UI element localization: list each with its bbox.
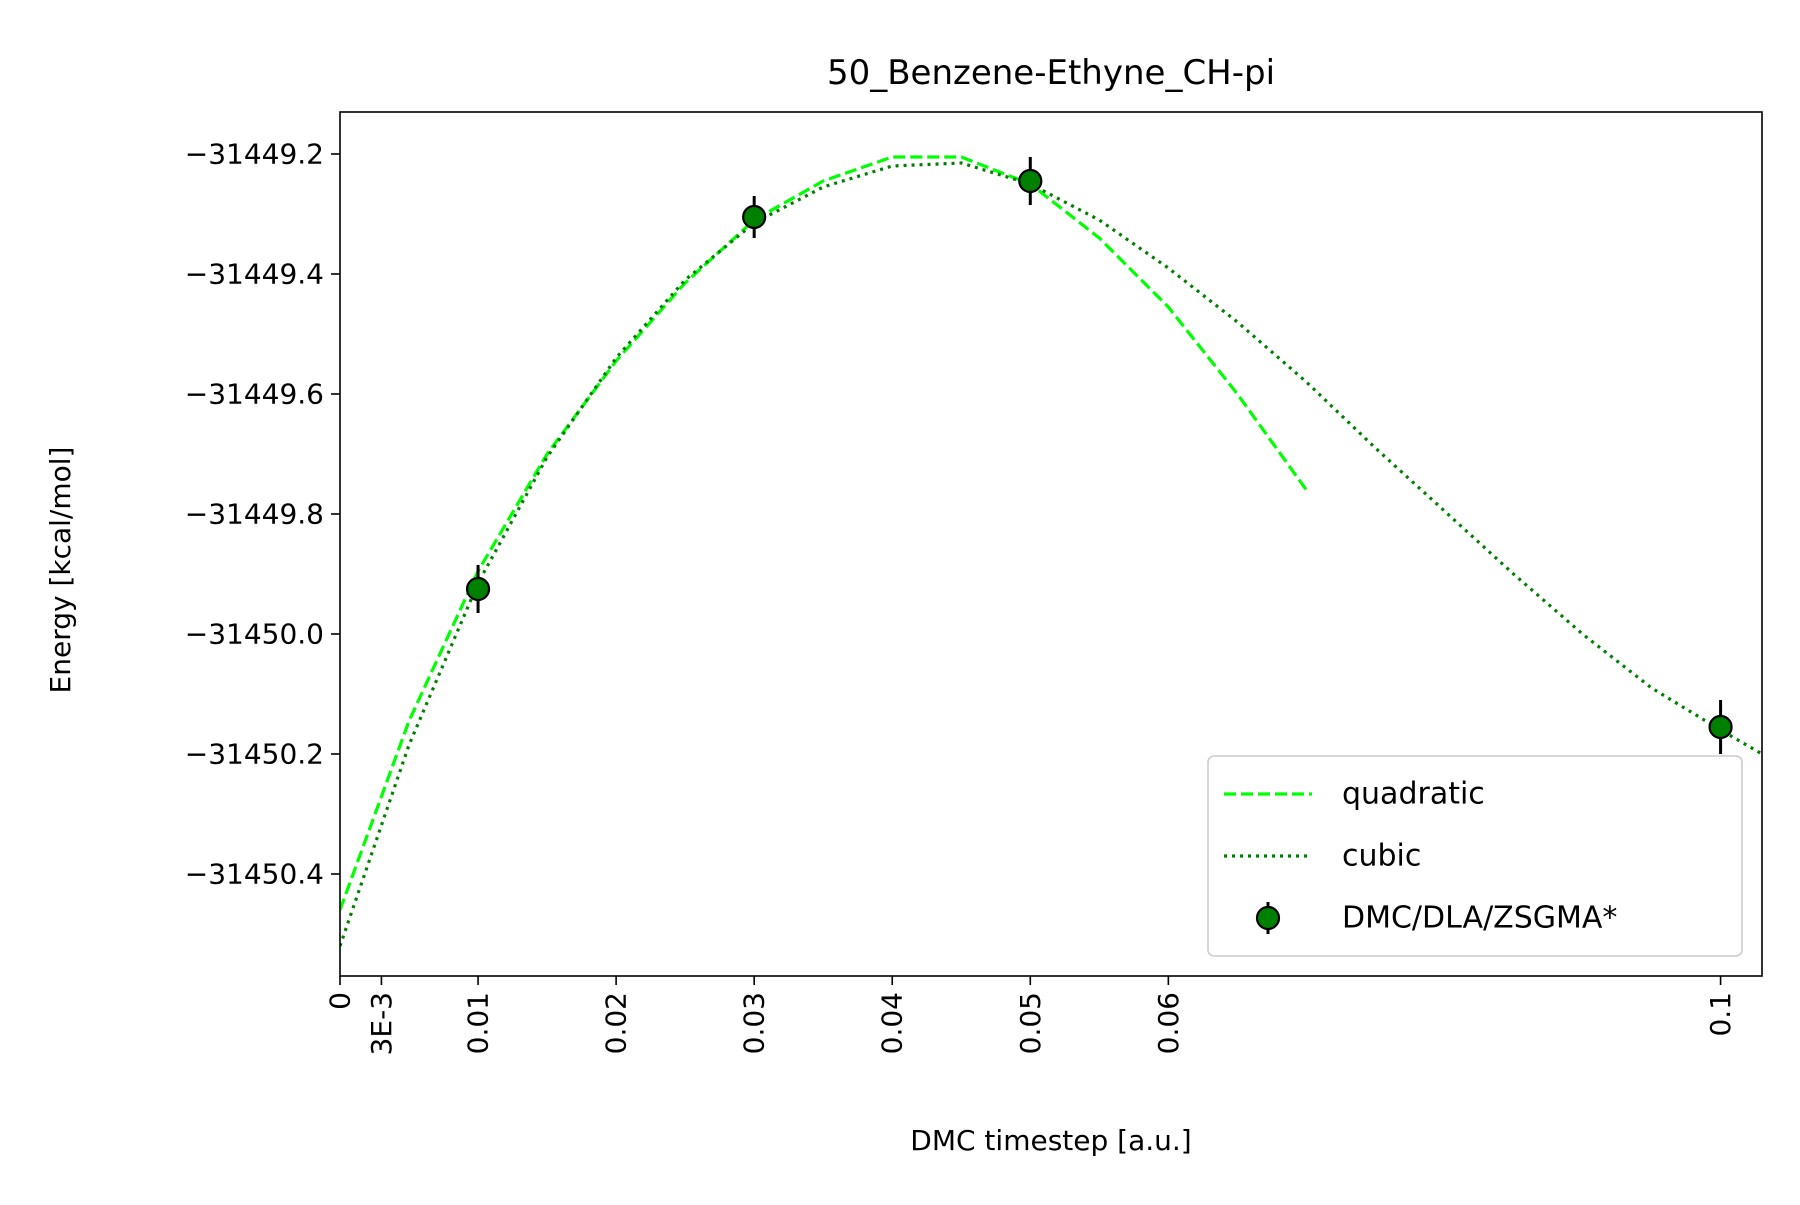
- plot-area: [340, 155, 1762, 947]
- y-tick-label: −31450.4: [185, 858, 324, 891]
- x-axis: 0 3E-3 0.01 0.02 0.03 0.04 0.05 0.06 0.1: [324, 976, 1737, 1055]
- x-tick-label: 0.1: [1704, 992, 1737, 1037]
- chart-title: 50_Benzene-Ethyne_CH-pi: [827, 53, 1275, 93]
- series-line-quadratic: [340, 155, 1308, 911]
- x-tick-label: 3E-3: [365, 992, 398, 1055]
- legend-swatch-dmc-dla-zsgma: [1255, 905, 1281, 931]
- legend-label-dmc-dla-zsgma: DMC/DLA/ZSGMA*: [1342, 901, 1617, 936]
- y-tick-label: −31449.6: [185, 378, 324, 411]
- x-tick-label: 0.03: [738, 992, 771, 1054]
- data-point: [1018, 168, 1043, 194]
- x-tick-label: 0.02: [600, 992, 633, 1054]
- x-tick-label: 0.06: [1152, 992, 1185, 1054]
- y-axis: −31449.2 −31449.4 −31449.6 −31449.8 −31450.0…: [185, 138, 340, 891]
- legend: quadratic cubic DMC/DLA/ZSGMA*: [1207, 755, 1743, 957]
- legend-label-cubic: cubic: [1342, 839, 1421, 874]
- x-tick-label: 0.05: [1014, 992, 1047, 1054]
- data-point: [465, 576, 491, 602]
- plot-frame: [339, 111, 1763, 977]
- y-tick-label: −31449.2: [185, 138, 324, 171]
- x-tick-label: 0.04: [876, 992, 909, 1054]
- x-axis-label: DMC timestep [a.u.]: [910, 1124, 1191, 1157]
- y-tick-label: −31449.4: [185, 258, 324, 291]
- y-axis-label: Energy [kcal/mol]: [44, 447, 77, 694]
- data-point: [742, 204, 767, 230]
- y-tick-label: −31449.8: [185, 498, 324, 531]
- x-tick-label: 0.01: [462, 992, 495, 1054]
- y-tick-label: −31450.2: [185, 738, 324, 771]
- legend-label-quadratic: quadratic: [1342, 777, 1485, 812]
- x-tick-label: 0: [324, 992, 357, 1010]
- data-point: [1708, 714, 1733, 740]
- legend-box: [1207, 755, 1743, 957]
- y-tick-label: −31450.0: [185, 618, 324, 651]
- series-line-cubic: [340, 161, 1762, 947]
